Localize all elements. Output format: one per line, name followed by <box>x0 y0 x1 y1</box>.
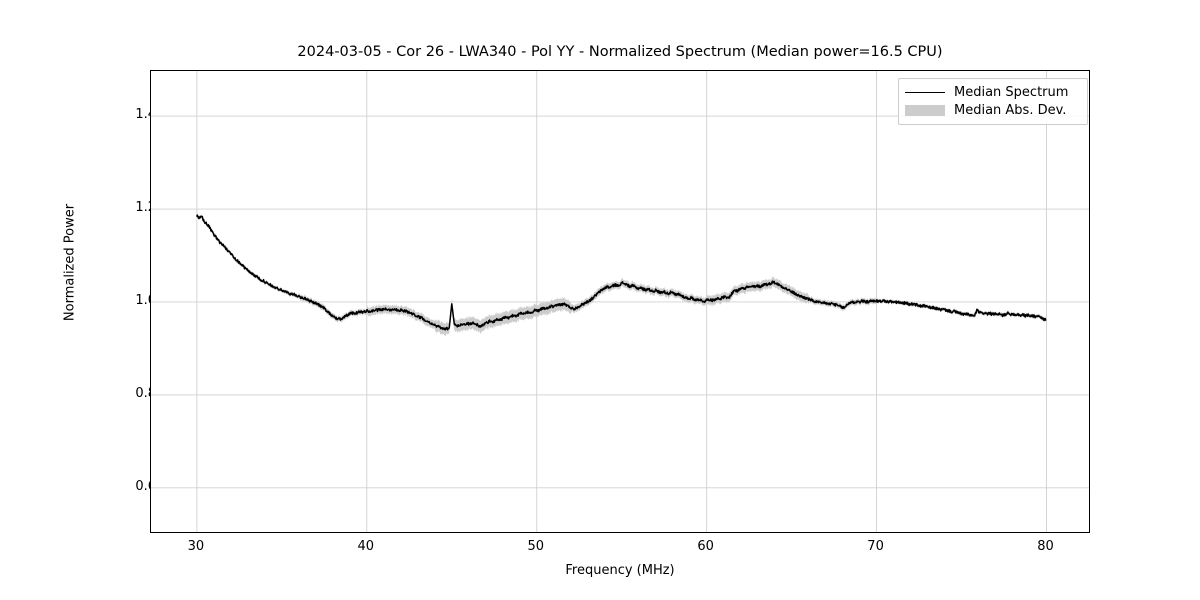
legend-item-median-abs-dev[interactable]: Median Abs. Dev. <box>905 101 1081 119</box>
spectrum-plot-svg <box>151 71 1089 532</box>
legend-label-median-spectrum: Median Spectrum <box>954 84 1069 100</box>
legend-item-median-spectrum[interactable]: Median Spectrum <box>905 83 1081 101</box>
x-tick-label: 50 <box>527 539 544 554</box>
y-tick-label: 1.4 <box>135 107 156 123</box>
y-tick-label: 1.0 <box>135 292 156 308</box>
x-tick-label: 80 <box>1037 539 1054 554</box>
x-tick-label: 70 <box>867 539 884 554</box>
line-swatch-icon <box>905 91 945 93</box>
y-tick-label: 1.2 <box>135 200 156 216</box>
median-abs-dev-band <box>196 213 1046 337</box>
x-tick-label: 40 <box>357 539 375 554</box>
plot-area <box>150 70 1090 533</box>
band-swatch-icon <box>905 104 945 116</box>
x-axis-label: Frequency (MHz) <box>565 563 675 578</box>
legend-label-median-abs-dev: Median Abs. Dev. <box>954 102 1067 118</box>
y-tick-label: 0.8 <box>135 385 156 401</box>
x-tick-label: 60 <box>697 539 714 554</box>
x-tick-label: 30 <box>187 539 205 554</box>
y-axis-label: Normalized Power <box>62 203 78 322</box>
chart-title: 2024-03-05 - Cor 26 - LWA340 - Pol YY - … <box>297 44 943 60</box>
y-tick-label: 0.6 <box>135 478 156 494</box>
grid-lines <box>151 71 1089 532</box>
chart-legend[interactable]: Median Spectrum Median Abs. Dev. <box>898 78 1088 125</box>
median-spectrum-line <box>196 214 1047 331</box>
